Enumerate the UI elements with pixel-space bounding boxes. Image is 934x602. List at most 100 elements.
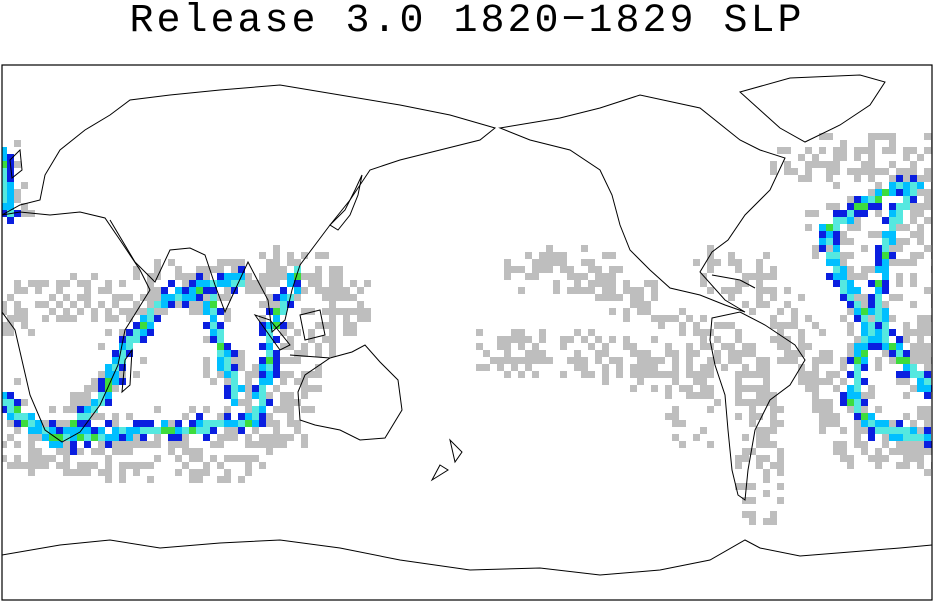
observation-cell (476, 364, 483, 371)
observation-cell (917, 322, 924, 329)
observation-cell (917, 315, 924, 322)
observation-cell (350, 329, 357, 336)
observation-cell (602, 287, 609, 294)
observation-cell (749, 343, 756, 350)
observation-cell (903, 364, 910, 371)
observation-cell (35, 462, 42, 469)
observation-cell (847, 203, 854, 210)
observation-cell (273, 350, 280, 357)
observation-cell (98, 469, 105, 476)
observation-cell (658, 315, 665, 322)
observation-cell (777, 357, 784, 364)
observation-cell (686, 385, 693, 392)
observation-cell (273, 259, 280, 266)
observation-cell (763, 273, 770, 280)
observation-cell (322, 252, 329, 259)
observation-cell (2, 441, 7, 448)
observation-cell (329, 315, 336, 322)
observation-cell (749, 371, 756, 378)
observation-cell (889, 175, 896, 182)
observation-cell (7, 154, 14, 161)
observation-cell (294, 357, 301, 364)
observation-cell (917, 441, 924, 448)
observation-cell (140, 462, 147, 469)
observation-cell (7, 434, 14, 441)
observation-cell (868, 133, 875, 140)
observation-cell (707, 266, 714, 273)
observation-cell (196, 413, 203, 420)
observation-cell (777, 497, 784, 504)
observation-cell (616, 294, 623, 301)
observation-cell (329, 350, 336, 357)
great-britain (9, 148, 23, 179)
observation-cell (14, 413, 21, 420)
observation-cell (721, 287, 728, 294)
observation-cell (553, 280, 560, 287)
observation-cell (119, 329, 126, 336)
observation-cell (245, 280, 252, 287)
observation-cell (770, 441, 777, 448)
observation-cell (98, 441, 105, 448)
observation-cell (126, 427, 133, 434)
observation-cell (126, 462, 133, 469)
observation-cell (826, 371, 833, 378)
observation-cell (294, 259, 301, 266)
observation-cell (2, 196, 7, 203)
observation-cell (735, 392, 742, 399)
observation-cell (560, 252, 567, 259)
observation-cell (910, 329, 917, 336)
observation-cell (21, 462, 28, 469)
observation-cell (910, 210, 917, 217)
observation-cell (630, 371, 637, 378)
observation-cell (168, 427, 175, 434)
observation-cell (525, 336, 532, 343)
observation-cell (735, 371, 742, 378)
observation-cell (840, 392, 847, 399)
observation-cell (350, 294, 357, 301)
observation-cell (329, 280, 336, 287)
observation-cell (644, 308, 651, 315)
observation-cell (266, 371, 273, 378)
observation-cell (868, 294, 875, 301)
observation-cell (868, 154, 875, 161)
observation-cell (819, 161, 826, 168)
observation-cell (700, 364, 707, 371)
observation-cell (259, 357, 266, 364)
observation-cell (546, 252, 553, 259)
observation-cell (56, 315, 63, 322)
observation-cell (847, 329, 854, 336)
observation-cell (175, 469, 182, 476)
observation-cell (196, 469, 203, 476)
observation-cell (840, 399, 847, 406)
observation-cell (511, 357, 518, 364)
observation-cell (49, 308, 56, 315)
observation-cell (854, 392, 861, 399)
observation-cell (210, 266, 217, 273)
observation-cell (672, 378, 679, 385)
observation-cell (903, 455, 910, 462)
observation-cell (826, 133, 833, 140)
observation-cell (2, 301, 7, 308)
observation-cell (917, 462, 924, 469)
observation-cell (147, 441, 154, 448)
observation-cell (504, 259, 511, 266)
observation-cell (854, 287, 861, 294)
observation-cell (196, 308, 203, 315)
observation-cell (672, 371, 679, 378)
observation-cell (847, 350, 854, 357)
observation-cell (868, 161, 875, 168)
observation-cell (70, 448, 77, 455)
observation-cell (707, 385, 714, 392)
observation-cell (182, 287, 189, 294)
observation-cell (350, 280, 357, 287)
observation-cell (665, 371, 672, 378)
observation-cell (819, 133, 826, 140)
observation-cell (7, 217, 14, 224)
observation-cell (756, 259, 763, 266)
observation-cell (119, 476, 126, 483)
observation-cell (875, 448, 882, 455)
observation-cell (868, 455, 875, 462)
observation-cell (140, 357, 147, 364)
observation-cell (266, 413, 273, 420)
